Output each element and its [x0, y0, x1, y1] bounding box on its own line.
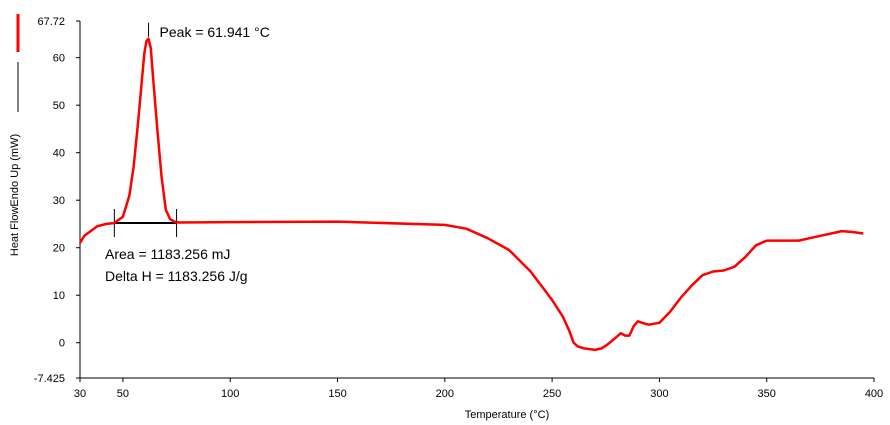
x-tick-label: 100	[221, 388, 239, 400]
peak-label: Peak = 61.941 °C	[160, 24, 270, 40]
x-tick-label: 250	[543, 388, 561, 400]
x-tick-label: 300	[650, 388, 668, 400]
delta-h-label: Delta H = 1183.256 J/g	[105, 268, 248, 284]
x-tick-label: 150	[328, 388, 346, 400]
y-tick-label: 50	[53, 100, 65, 112]
area-label: Area = 1183.256 mJ	[105, 246, 230, 262]
y-tick-label: 60	[53, 53, 65, 65]
y-tick-label: 40	[53, 148, 65, 160]
axes	[79, 21, 874, 379]
y-tick-label: 0	[59, 338, 65, 350]
y-ticks: -7.425 0 10 20 30 40 50 60 67.72	[34, 16, 80, 385]
y-axis-title: Heat FlowEndo Up (mW)	[9, 134, 21, 256]
x-tick-label: 50	[117, 388, 129, 400]
y-tick-label: 20	[53, 243, 65, 255]
x-tick-label: 400	[865, 388, 883, 400]
x-tick-label: 30	[74, 388, 86, 400]
x-tick-label: 200	[436, 388, 454, 400]
heat-flow-curve	[78, 37, 864, 352]
y-tick-label: 10	[53, 290, 65, 302]
y-tick-label: -7.425	[34, 373, 65, 385]
x-ticks: 30 50 100 150 200 250 300 350 400	[74, 378, 883, 400]
y-tick-label: 67.72	[37, 16, 65, 28]
y-tick-label: 30	[53, 195, 65, 207]
x-axis-title: Temperature (°C)	[465, 409, 549, 421]
x-tick-label: 350	[758, 388, 776, 400]
